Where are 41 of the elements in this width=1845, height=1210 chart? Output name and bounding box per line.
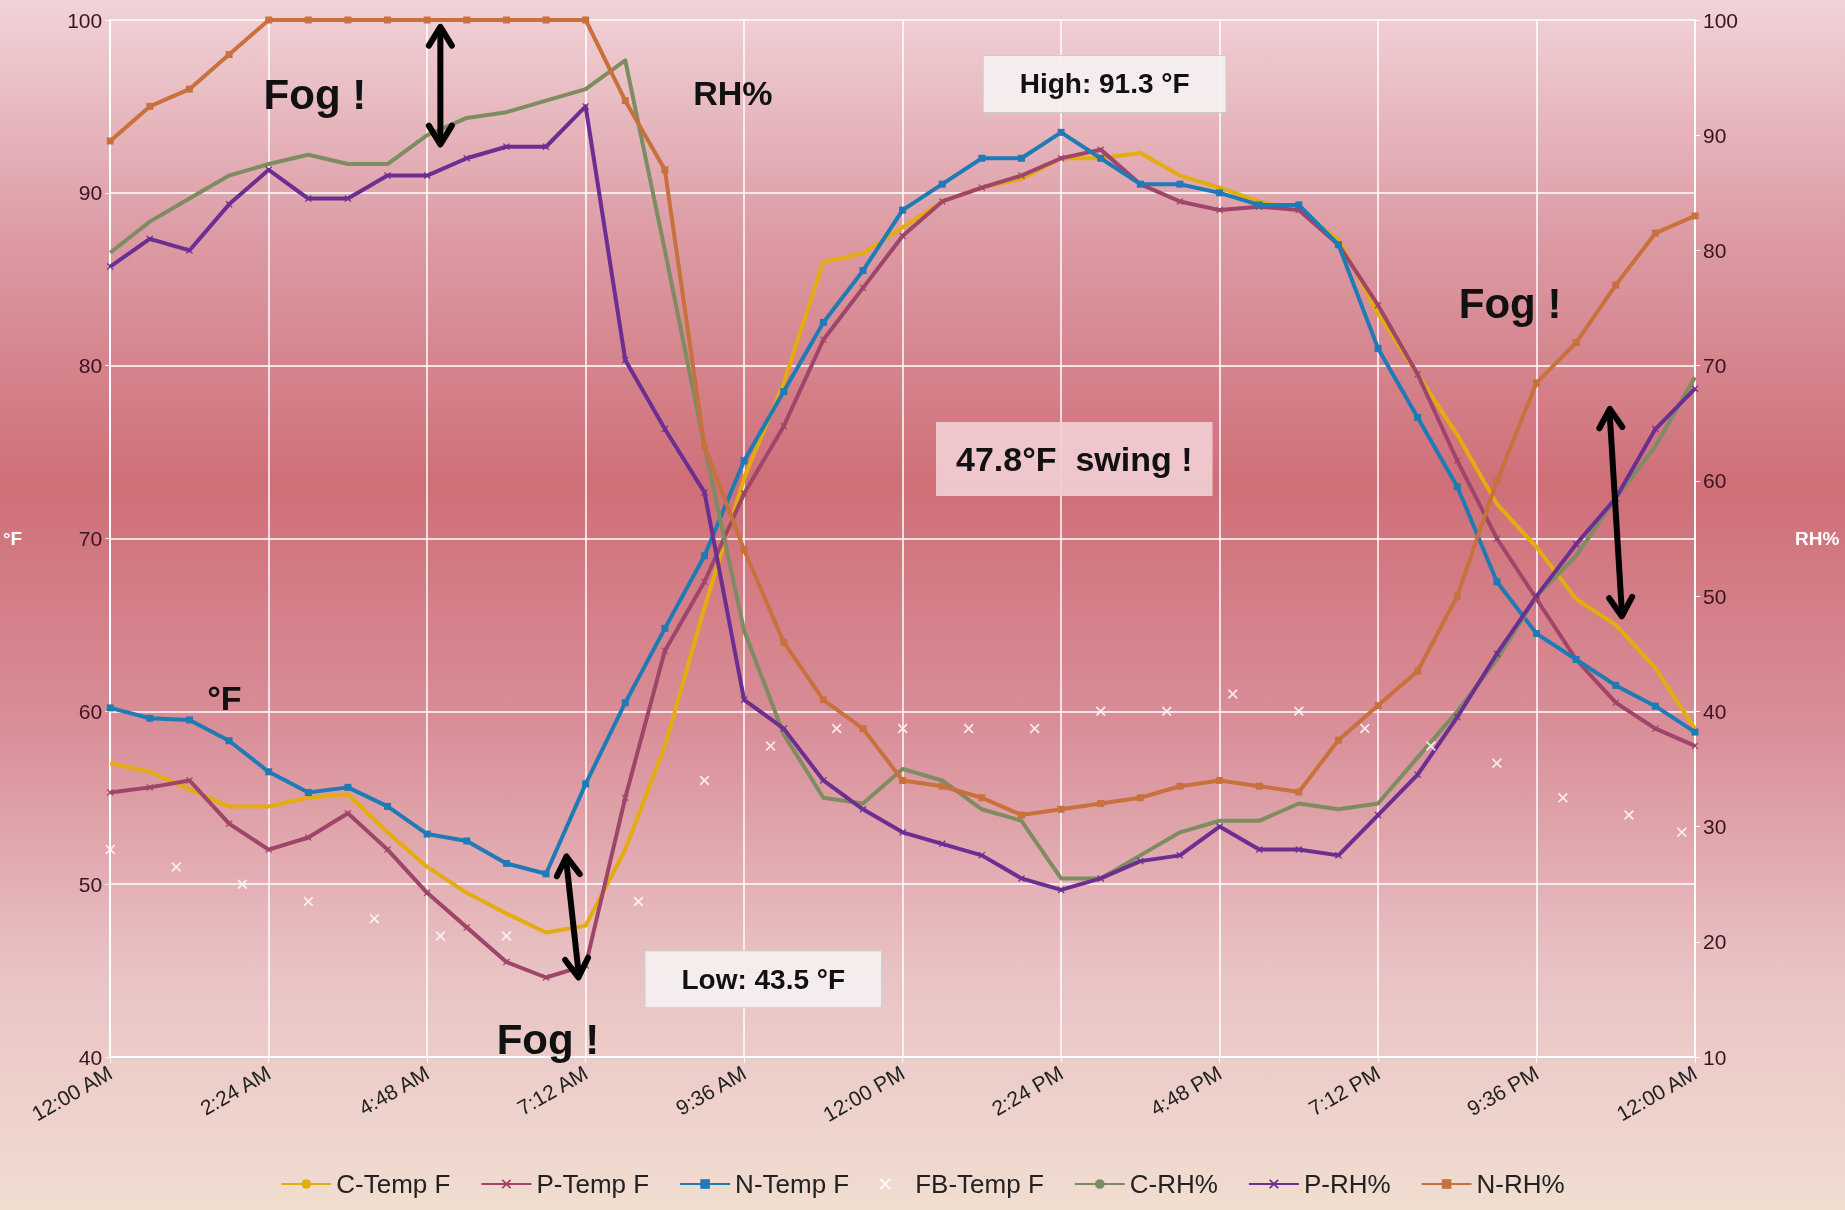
x-tick-label: 9:36 PM bbox=[1463, 1061, 1543, 1121]
legend-label: C-Temp F bbox=[336, 1169, 451, 1199]
annotation: Fog ! bbox=[1458, 279, 1562, 327]
legend-label: FB-Temp F bbox=[915, 1169, 1044, 1199]
annotation: RH% bbox=[693, 73, 773, 112]
y-tick-label: 50 bbox=[78, 872, 103, 896]
y-tick-label: 40 bbox=[78, 1045, 103, 1069]
x-tick-label: 2:24 PM bbox=[987, 1061, 1067, 1121]
x-tick-label: 9:36 AM bbox=[671, 1061, 750, 1120]
annotation: Low: 43.5 °F bbox=[681, 963, 846, 995]
x-tick-label: 2:24 AM bbox=[196, 1061, 275, 1120]
y-tick-label: 100 bbox=[67, 8, 103, 32]
annotation: Fog ! bbox=[263, 70, 367, 118]
x-tick-label: 4:48 AM bbox=[354, 1061, 433, 1120]
y-axis-title: °F bbox=[2, 528, 23, 549]
annotation: High: 91.3 °F bbox=[1019, 68, 1190, 100]
y-tick-label: 60 bbox=[78, 699, 103, 723]
y2-tick-label: 50 bbox=[1703, 584, 1727, 608]
annotation: 47.8°F swing ! bbox=[956, 440, 1193, 478]
y-tick-label: 90 bbox=[78, 181, 103, 205]
legend-label: C-RH% bbox=[1129, 1169, 1218, 1199]
annotation: °F bbox=[207, 678, 242, 717]
y-tick-label: 70 bbox=[78, 527, 103, 550]
y2-tick-label: 20 bbox=[1703, 930, 1727, 954]
legend-label: N-Temp F bbox=[735, 1169, 850, 1199]
y2-tick-label: 100 bbox=[1703, 8, 1739, 32]
y2-tick-label: 40 bbox=[1703, 699, 1727, 723]
y2-tick-label: 80 bbox=[1703, 238, 1727, 262]
annotation: Fog ! bbox=[496, 1016, 600, 1064]
x-tick-label: 4:48 PM bbox=[1146, 1061, 1226, 1121]
y2-axis-title: RH% bbox=[1795, 528, 1840, 549]
y2-tick-label: 30 bbox=[1703, 815, 1727, 839]
legend-label: P-Temp F bbox=[536, 1169, 650, 1199]
legend-label: N-RH% bbox=[1476, 1169, 1565, 1199]
y2-tick-label: 90 bbox=[1703, 123, 1727, 147]
y-tick-label: 80 bbox=[78, 354, 103, 378]
y2-tick-label: 10 bbox=[1703, 1045, 1727, 1069]
y2-tick-label: 60 bbox=[1703, 469, 1727, 493]
y2-tick-label: 70 bbox=[1703, 354, 1727, 378]
legend-label: P-RH% bbox=[1303, 1169, 1391, 1199]
x-tick-label: 7:12 PM bbox=[1304, 1061, 1384, 1121]
